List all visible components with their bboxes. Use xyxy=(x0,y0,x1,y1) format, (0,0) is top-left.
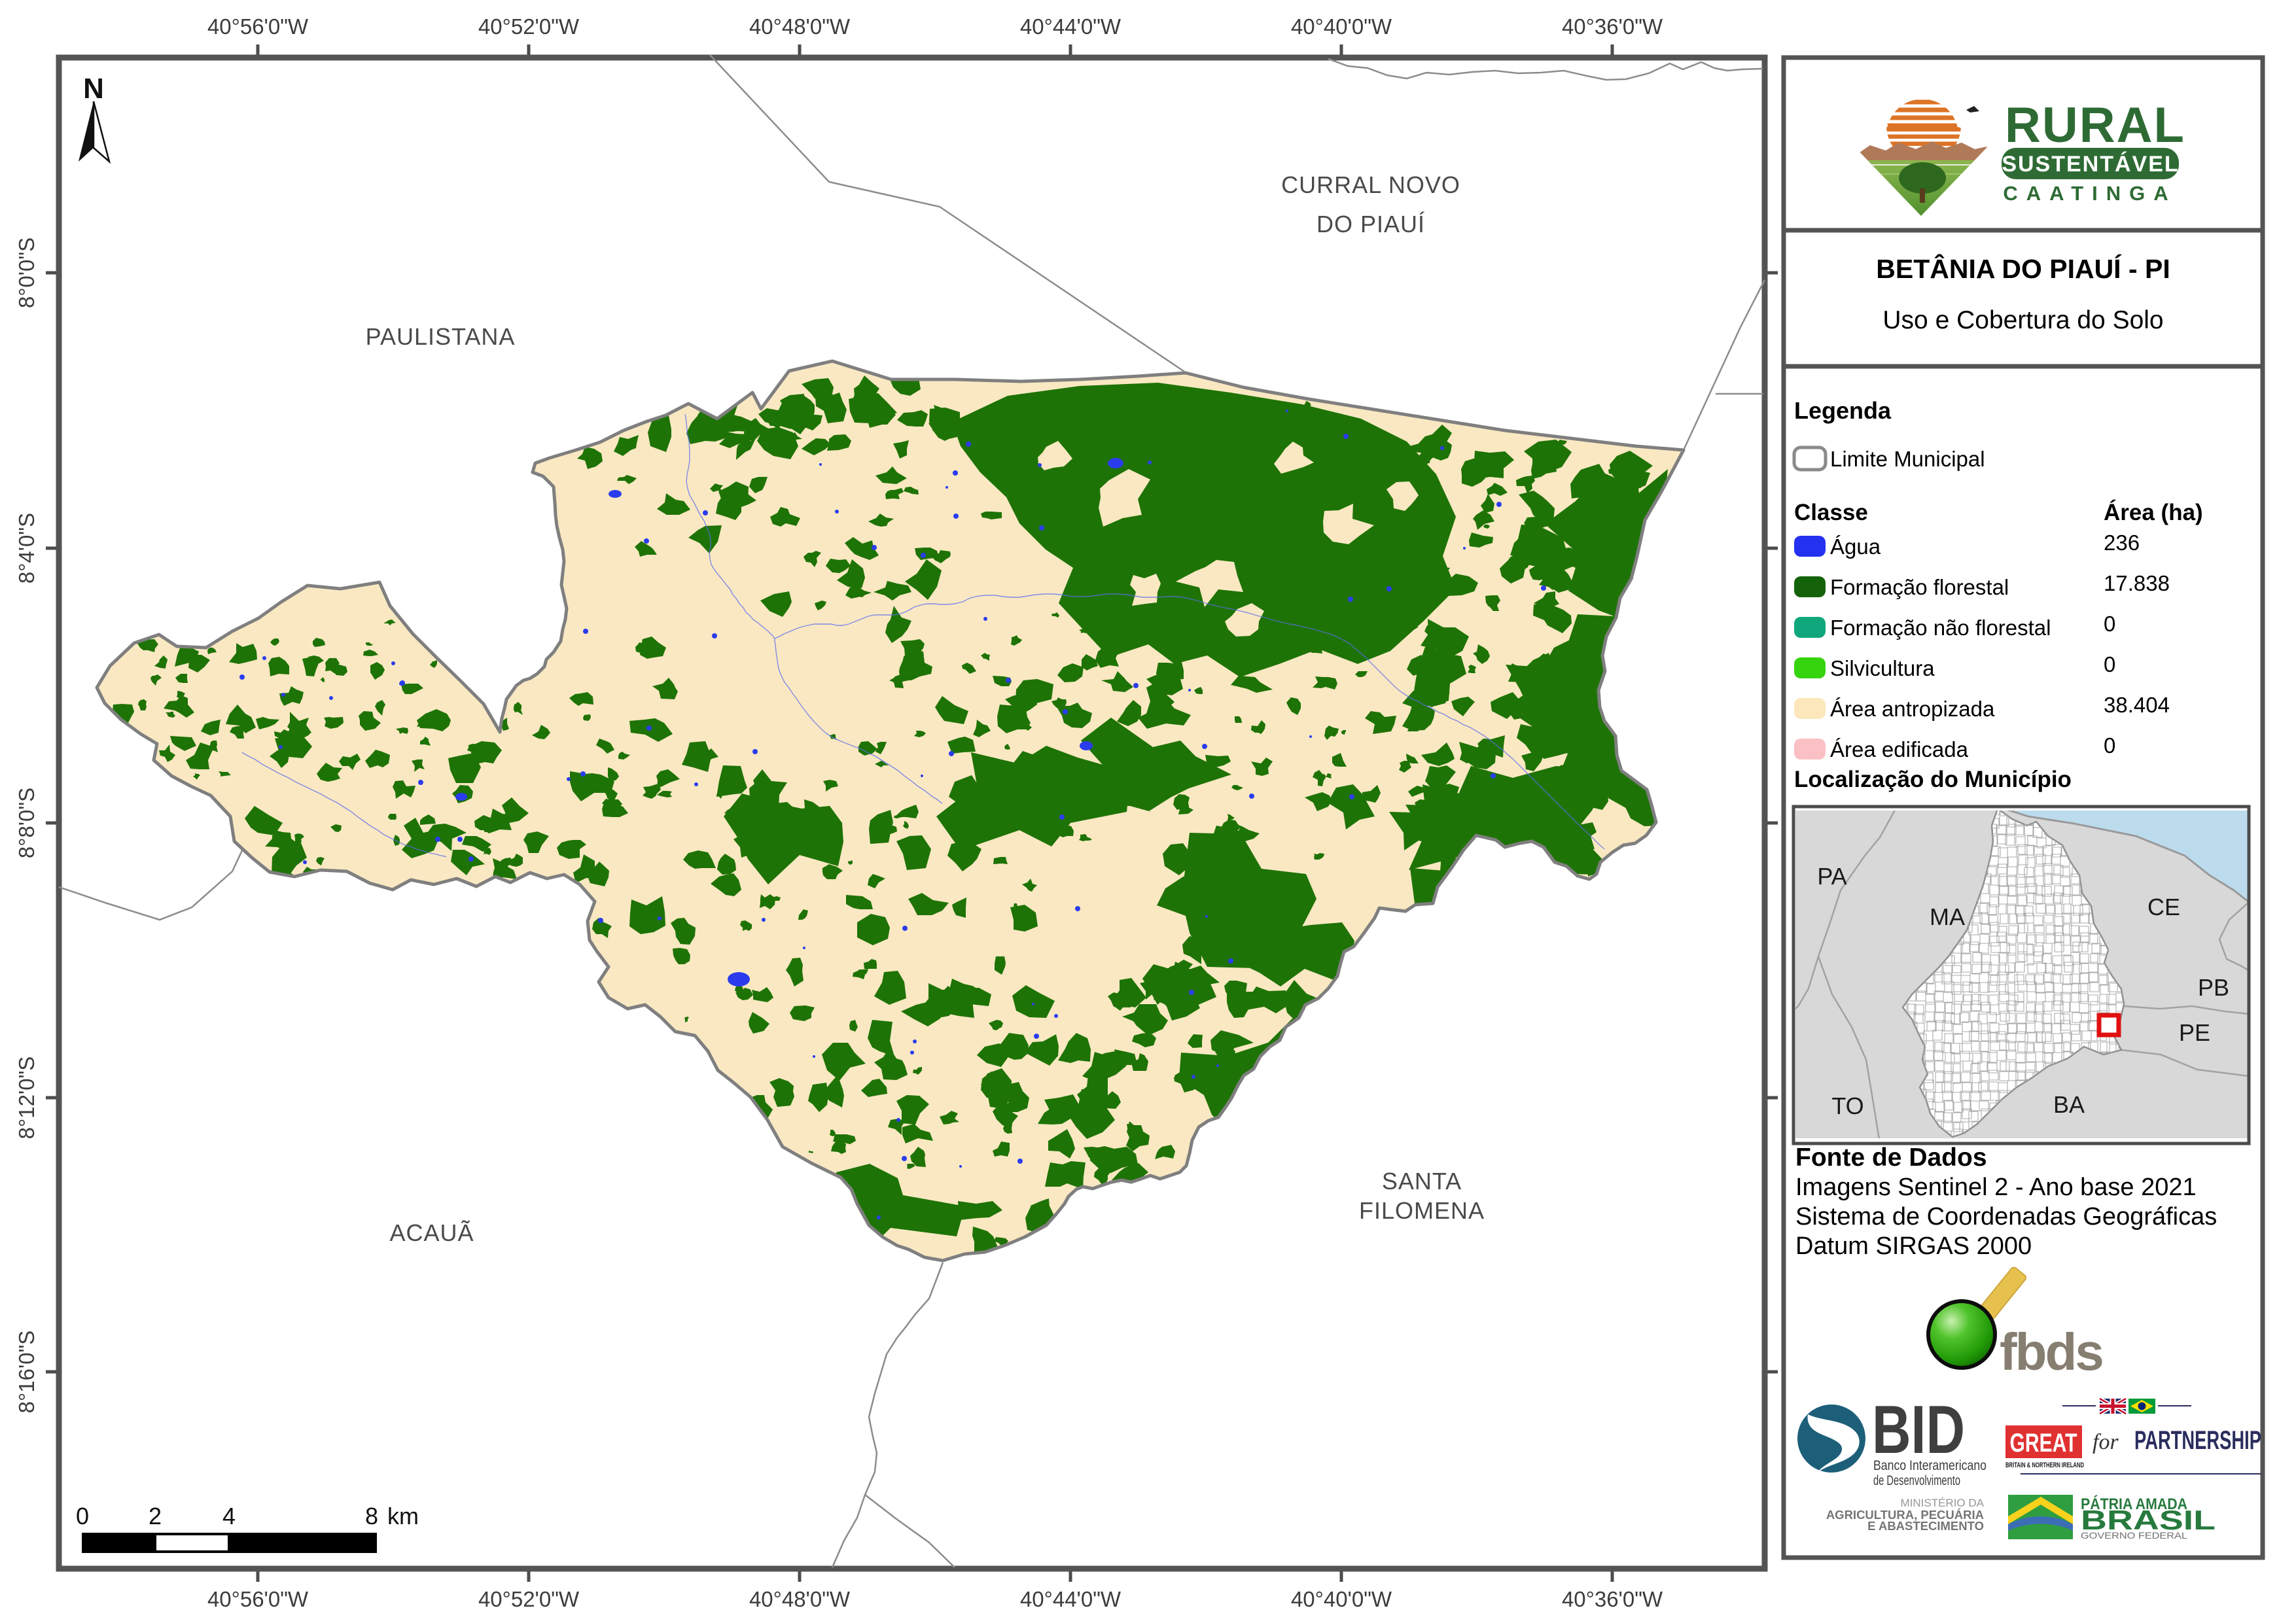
svg-text:40°40'0"W: 40°40'0"W xyxy=(1291,1587,1392,1611)
svg-text:4: 4 xyxy=(222,1503,236,1529)
svg-text:0: 0 xyxy=(2104,652,2115,676)
svg-text:GREAT: GREAT xyxy=(2010,1429,2077,1457)
svg-text:2: 2 xyxy=(149,1503,162,1529)
svg-text:Silvicultura: Silvicultura xyxy=(1830,656,1935,680)
svg-text:DO PIAUÍ: DO PIAUÍ xyxy=(1316,211,1425,237)
svg-text:Sistema de Coordenadas Geográf: Sistema de Coordenadas Geográficas xyxy=(1795,1203,2217,1230)
svg-text:E ABASTECIMENTO: E ABASTECIMENTO xyxy=(1867,1519,1984,1533)
svg-text:MINISTÉRIO DA: MINISTÉRIO DA xyxy=(1900,1497,1984,1509)
svg-text:CURRAL NOVO: CURRAL NOVO xyxy=(1281,171,1460,198)
svg-text:PB: PB xyxy=(2198,974,2229,1001)
svg-text:8°8'0"S: 8°8'0"S xyxy=(14,788,39,858)
svg-text:BRASIL: BRASIL xyxy=(2081,1505,2216,1535)
svg-text:Área edificada: Área edificada xyxy=(1830,737,1969,761)
svg-text:40°36'0"W: 40°36'0"W xyxy=(1562,14,1663,39)
svg-text:PÁTRIA AMADA: PÁTRIA AMADA xyxy=(2081,1495,2187,1513)
svg-text:Água: Água xyxy=(1830,534,1881,559)
svg-text:Imagens Sentinel 2 - Ano base: Imagens Sentinel 2 - Ano base 2021 xyxy=(1795,1174,2197,1201)
svg-text:40°56'0"W: 40°56'0"W xyxy=(207,1587,309,1611)
svg-text:fbds: fbds xyxy=(2000,1323,2102,1381)
svg-text:BA: BA xyxy=(2053,1091,2085,1118)
svg-text:Área antropizada: Área antropizada xyxy=(1830,697,1995,721)
svg-text:0: 0 xyxy=(76,1503,89,1529)
svg-text:40°36'0"W: 40°36'0"W xyxy=(1562,1587,1663,1611)
svg-text:40°52'0"W: 40°52'0"W xyxy=(478,14,580,39)
svg-text:BID: BID xyxy=(1872,1392,1965,1468)
svg-text:8°0'0"S: 8°0'0"S xyxy=(14,237,39,308)
svg-text:8: 8 xyxy=(365,1503,378,1529)
svg-text:RURAL: RURAL xyxy=(2005,97,2185,153)
svg-text:8°4'0"S: 8°4'0"S xyxy=(14,513,39,584)
svg-text:Uso e Cobertura do Solo: Uso e Cobertura do Solo xyxy=(1882,306,2163,334)
svg-text:Formação florestal: Formação florestal xyxy=(1830,575,2009,599)
svg-text:Fonte de Dados: Fonte de Dados xyxy=(1795,1143,1987,1172)
svg-text:CE: CE xyxy=(2147,894,2180,920)
svg-text:de Desenvolvimento: de Desenvolvimento xyxy=(1873,1473,1960,1488)
svg-text:PARTNERSHIP: PARTNERSHIP xyxy=(2134,1426,2261,1455)
svg-text:PA: PA xyxy=(1817,863,1846,890)
svg-text:PE: PE xyxy=(2179,1019,2210,1046)
svg-text:SUSTENTÁVEL: SUSTENTÁVEL xyxy=(2002,152,2179,177)
svg-text:MA: MA xyxy=(1930,903,1965,930)
svg-text:BETÂNIA DO PIAUÍ - PI: BETÂNIA DO PIAUÍ - PI xyxy=(1876,254,2170,284)
svg-text:Legenda: Legenda xyxy=(1794,397,1892,424)
svg-text:PAULISTANA: PAULISTANA xyxy=(366,323,516,350)
svg-text:Datum SIRGAS 2000: Datum SIRGAS 2000 xyxy=(1795,1232,2032,1260)
svg-text:GOVERNO FEDERAL: GOVERNO FEDERAL xyxy=(2081,1530,2187,1541)
svg-text:Classe: Classe xyxy=(1794,500,1868,525)
svg-text:FILOMENA: FILOMENA xyxy=(1359,1197,1485,1224)
svg-text:ACAUÃ: ACAUÃ xyxy=(389,1219,474,1246)
svg-text:17.838: 17.838 xyxy=(2104,571,2170,595)
svg-text:0: 0 xyxy=(2104,733,2115,758)
svg-text:Banco Interamericano: Banco Interamericano xyxy=(1873,1458,1987,1473)
svg-text:40°40'0"W: 40°40'0"W xyxy=(1291,14,1392,39)
svg-text:Localização do Município: Localização do Município xyxy=(1794,767,2072,792)
svg-text:TO: TO xyxy=(1831,1092,1863,1119)
svg-text:Limite Municipal: Limite Municipal xyxy=(1830,447,1985,471)
svg-text:for: for xyxy=(2093,1430,2119,1454)
svg-text:Área (ha): Área (ha) xyxy=(2104,499,2203,525)
svg-text:40°48'0"W: 40°48'0"W xyxy=(749,14,851,39)
svg-text:0: 0 xyxy=(2104,612,2115,636)
svg-text:SANTA: SANTA xyxy=(1382,1168,1462,1195)
svg-text:km: km xyxy=(387,1503,419,1529)
svg-text:40°48'0"W: 40°48'0"W xyxy=(749,1587,851,1611)
svg-text:CAATINGA: CAATINGA xyxy=(2003,182,2176,205)
svg-text:40°44'0"W: 40°44'0"W xyxy=(1020,1587,1122,1611)
svg-text:BRITAIN & NORTHERN IRELAND: BRITAIN & NORTHERN IRELAND xyxy=(2005,1461,2084,1469)
svg-text:Formação não florestal: Formação não florestal xyxy=(1830,616,2051,640)
svg-text:8°16'0"S: 8°16'0"S xyxy=(14,1331,39,1414)
svg-text:N: N xyxy=(83,73,104,105)
svg-text:236: 236 xyxy=(2104,531,2140,555)
svg-text:40°56'0"W: 40°56'0"W xyxy=(207,14,309,39)
svg-text:8°12'0"S: 8°12'0"S xyxy=(14,1056,39,1140)
svg-text:38.404: 38.404 xyxy=(2104,693,2170,717)
svg-text:40°52'0"W: 40°52'0"W xyxy=(478,1587,580,1611)
svg-text:40°44'0"W: 40°44'0"W xyxy=(1020,14,1122,39)
svg-text:AGRICULTURA, PECUÁRIA: AGRICULTURA, PECUÁRIA xyxy=(1826,1508,1984,1522)
